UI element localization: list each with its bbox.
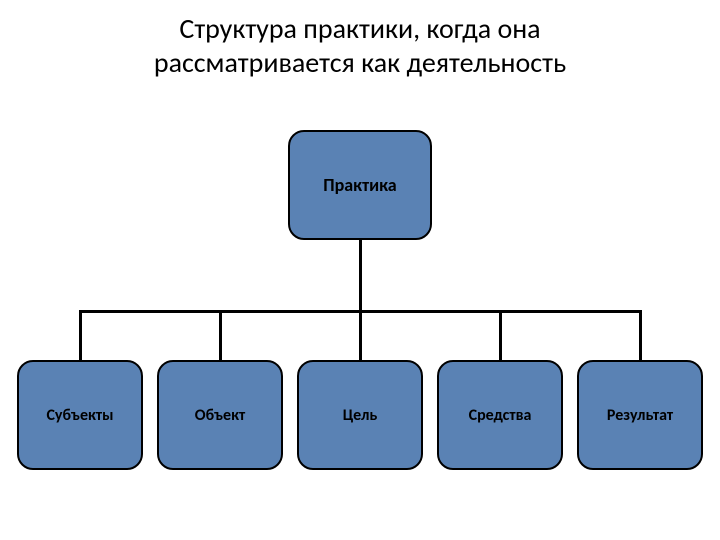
child-node-label: Объект [195, 406, 245, 425]
connector-vertical [359, 240, 362, 313]
child-node-label: Средства [469, 406, 532, 425]
root-node-label: Практика [323, 174, 396, 196]
child-node-label: Результат [607, 406, 673, 425]
child-node: Результат [577, 360, 703, 470]
root-node: Практика [288, 130, 432, 240]
child-node: Субъекты [17, 360, 143, 470]
child-node-label: Субъекты [46, 406, 113, 425]
title-line-2: рассматривается как деятельность [0, 46, 720, 80]
child-node-label: Цель [343, 406, 378, 425]
connector-drop [359, 310, 362, 360]
child-node: Средства [437, 360, 563, 470]
connector-drop [79, 310, 82, 360]
connector-drop [639, 310, 642, 360]
child-node: Объект [157, 360, 283, 470]
slide-title: Структура практики, когда она рассматрив… [0, 12, 720, 79]
title-line-1: Структура практики, когда она [0, 12, 720, 46]
connector-drop [499, 310, 502, 360]
connector-drop [219, 310, 222, 360]
slide: Структура практики, когда она рассматрив… [0, 0, 720, 540]
child-node: Цель [297, 360, 423, 470]
